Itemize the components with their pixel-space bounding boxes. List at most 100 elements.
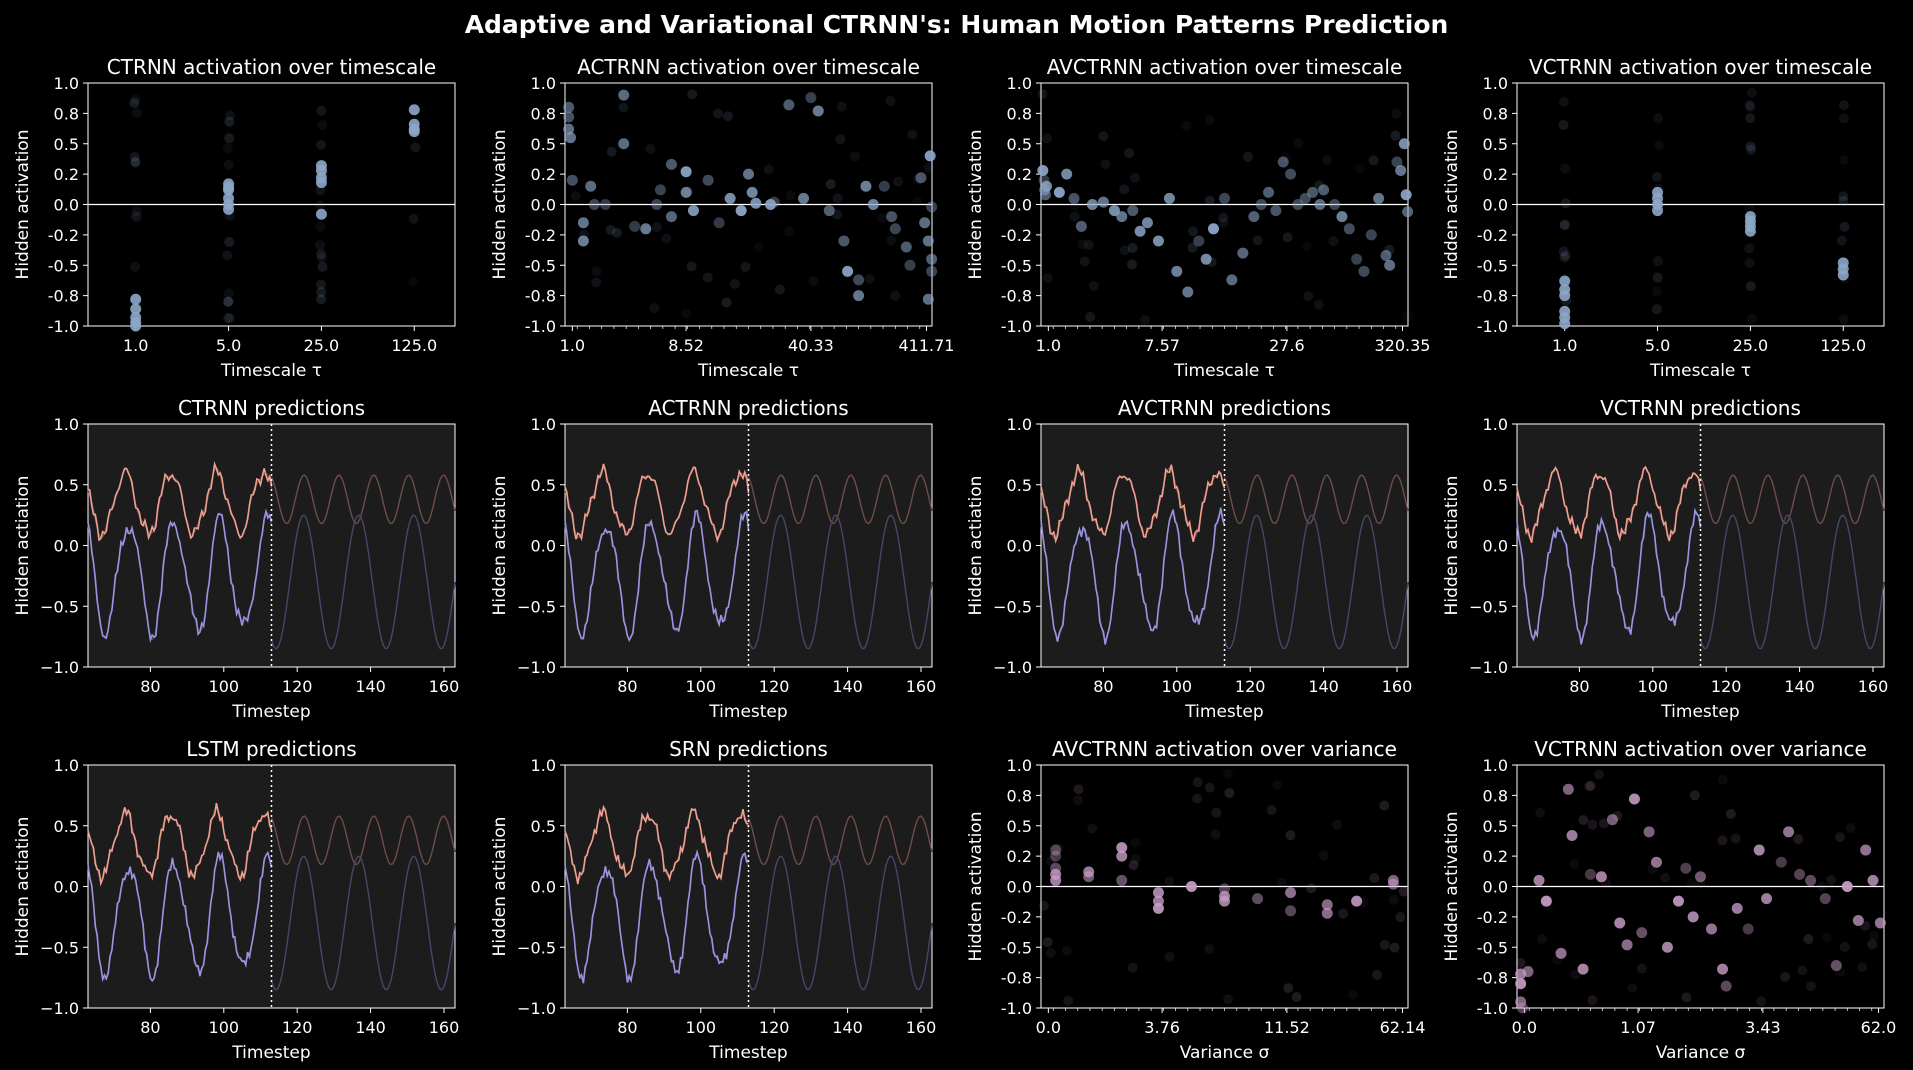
faint-point <box>1744 100 1755 111</box>
faint-point <box>1559 219 1570 230</box>
y-tick-label: -0.5 <box>48 256 79 275</box>
chart-title: VCTRNN activation over timescale <box>1529 55 1872 79</box>
data-point <box>1852 915 1864 927</box>
faint-point <box>1569 858 1580 869</box>
faint-point <box>1585 780 1596 791</box>
x-tick-label: 100 <box>209 1018 240 1037</box>
data-point <box>1761 893 1773 905</box>
data-point <box>640 223 652 235</box>
x-axis-label: Timestep <box>231 1043 310 1063</box>
faint-point <box>1558 246 1569 257</box>
y-axis-label: Hidden actiation <box>13 817 33 957</box>
x-tick-label: 100 <box>1162 677 1193 696</box>
chart-title: ACTRNN predictions <box>648 396 848 420</box>
data-point <box>1116 850 1128 862</box>
x-tick-label: 120 <box>759 1018 790 1037</box>
data-point <box>1219 192 1230 204</box>
data-point <box>130 303 142 315</box>
faint-point <box>1318 850 1329 861</box>
data-point <box>860 180 872 192</box>
data-point <box>1650 856 1662 868</box>
data-point <box>1193 235 1205 247</box>
faint-point <box>1073 784 1084 795</box>
y-tick-label: 0.0 <box>1007 878 1032 897</box>
data-point <box>1391 156 1403 168</box>
y-tick-label: 0.0 <box>1483 878 1508 897</box>
data-point <box>1680 862 1692 874</box>
data-point <box>1595 871 1607 883</box>
faint-point <box>864 273 875 284</box>
faint-point <box>1127 243 1138 254</box>
faint-point <box>1063 995 1074 1006</box>
x-axis-label: Timescale τ <box>1649 361 1751 381</box>
faint-point <box>130 156 141 167</box>
data-point <box>1555 947 1567 959</box>
y-tick-label: -1.0 <box>48 317 79 336</box>
faint-point <box>825 179 836 190</box>
y-tick-label: -0.8 <box>1477 287 1508 306</box>
chart-title: VCTRNN activation over variance <box>1534 737 1867 761</box>
faint-point <box>1192 777 1203 788</box>
faint-point <box>885 96 896 107</box>
data-point <box>585 180 597 192</box>
faint-point <box>1069 211 1080 222</box>
data-point <box>1731 902 1743 914</box>
faint-point <box>1291 991 1302 1002</box>
x-tick-label: 160 <box>429 1018 460 1037</box>
faint-point <box>1037 89 1048 100</box>
data-point <box>1540 895 1552 907</box>
data-point <box>1061 168 1073 180</box>
faint-point <box>1124 148 1135 159</box>
future-target-line <box>270 855 456 991</box>
y-tick-label: 0.0 <box>54 196 79 215</box>
faint-point <box>1681 992 1692 1003</box>
data-point <box>1152 902 1164 914</box>
faint-point <box>605 224 616 235</box>
y-tick-label: -0.8 <box>1001 287 1032 306</box>
faint-point <box>713 108 724 119</box>
faint-point <box>1224 788 1235 799</box>
y-axis-label: Hidden actiation <box>13 476 33 616</box>
data-point <box>1050 874 1062 886</box>
faint-point <box>1218 218 1229 229</box>
faint-point <box>1578 815 1589 826</box>
x-tick-label: 62.14 <box>1380 1018 1426 1037</box>
chart-ctrnn-activation: CTRNN activation over timescale Timescale… <box>13 55 456 381</box>
faint-point <box>1653 140 1664 151</box>
faint-point <box>1042 272 1053 283</box>
future-target-line <box>747 474 933 525</box>
faint-point <box>763 164 774 175</box>
x-tick-label: 140 <box>355 1018 386 1037</box>
data-point <box>1380 250 1392 262</box>
x-tick-label: 80 <box>617 677 637 696</box>
faint-point <box>886 235 897 246</box>
data-point <box>1097 196 1109 208</box>
faint-point <box>1368 155 1379 166</box>
data-point <box>654 184 666 196</box>
future-target-line <box>1223 514 1409 650</box>
faint-point <box>1826 875 1837 886</box>
faint-point <box>410 142 421 153</box>
y-tick-label: 0.5 <box>531 476 556 495</box>
faint-point <box>1537 934 1548 945</box>
data-point <box>1108 205 1120 217</box>
data-point <box>1672 895 1684 907</box>
data-point <box>1248 211 1260 223</box>
faint-point <box>1587 819 1598 830</box>
y-tick-label: 1.0 <box>1007 415 1032 434</box>
faint-point <box>1560 163 1571 174</box>
data-point <box>1041 180 1053 192</box>
data-point <box>853 290 865 302</box>
faint-point <box>1584 781 1595 792</box>
data-point <box>1270 205 1282 217</box>
data-point <box>563 101 575 113</box>
y-tick-label: -0.5 <box>1477 256 1508 275</box>
data-point <box>1775 856 1787 868</box>
faint-point <box>1062 945 1073 956</box>
faint-point <box>1653 113 1664 124</box>
x-axis-label: Timestep <box>1184 702 1263 722</box>
y-tick-label: 1.0 <box>1483 415 1508 434</box>
data-point <box>1395 164 1407 176</box>
y-tick-label: 1.0 <box>531 74 556 93</box>
data-point <box>1351 895 1363 907</box>
